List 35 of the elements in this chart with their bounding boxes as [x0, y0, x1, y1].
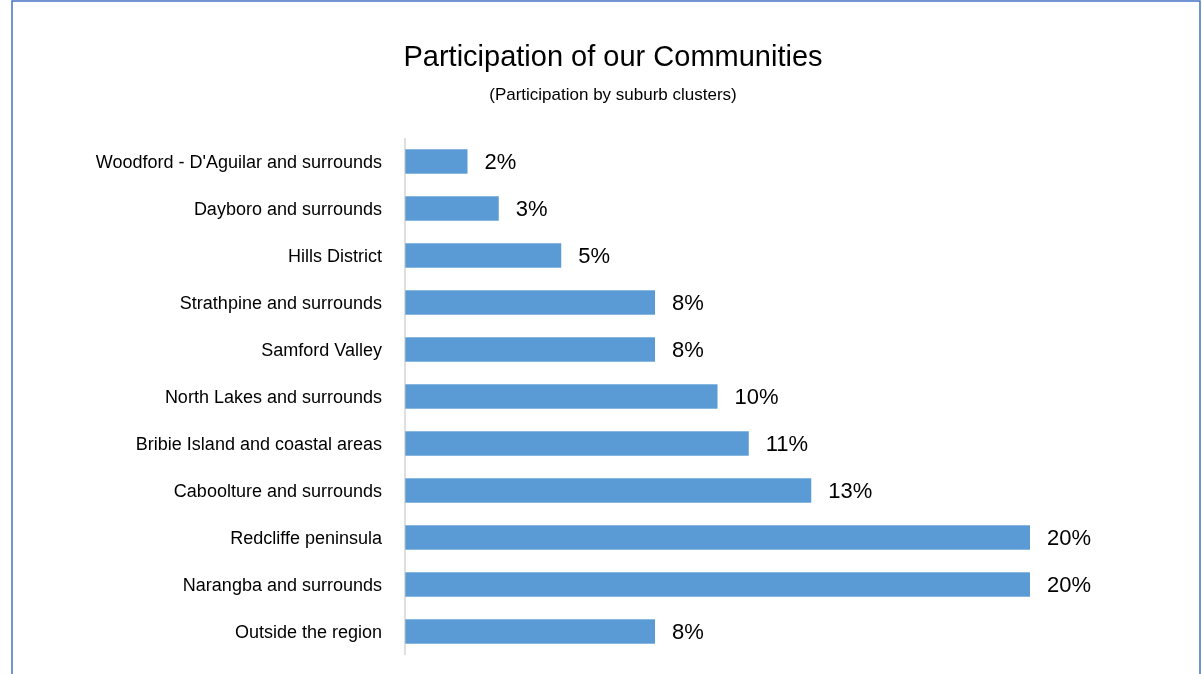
chart-subtitle: (Participation by suburb clusters): [489, 85, 737, 104]
y-tick-label: Dayboro and surrounds: [193, 198, 382, 219]
data-label: 13%: [828, 478, 873, 503]
data-label: 11%: [765, 431, 809, 456]
bar: [405, 149, 468, 174]
bar: [405, 619, 655, 644]
bar: [405, 337, 655, 362]
data-label: 8%: [672, 337, 704, 362]
bar: [405, 196, 499, 221]
data-label: 20%: [1047, 572, 1092, 597]
data-label: 10%: [734, 384, 779, 409]
y-tick-label: Woodford - D'Aguilar and surrounds: [95, 151, 382, 172]
y-tick-label: Hills District: [288, 245, 382, 266]
bar: [405, 478, 812, 503]
y-tick-label: Strathpine and surrounds: [179, 292, 382, 313]
bar: [405, 572, 1030, 597]
y-tick-label: Samford Valley: [261, 339, 382, 360]
data-label: 5%: [578, 243, 611, 268]
y-tick-label: Redcliffe peninsula: [230, 527, 383, 548]
bar: [405, 243, 562, 268]
data-label: 2%: [484, 149, 517, 174]
y-tick-label: Outside the region: [234, 621, 382, 642]
bar: [405, 525, 1030, 550]
bar: [405, 384, 718, 409]
data-label: 8%: [672, 290, 704, 315]
y-tick-label: North Lakes and surrounds: [164, 386, 382, 407]
bar: [405, 290, 655, 315]
data-label: 3%: [515, 196, 548, 221]
y-tick-label: Bribie Island and coastal areas: [135, 433, 382, 454]
chart-title: Participation of our Communities: [403, 40, 823, 72]
y-tick-label: Narangba and surrounds: [182, 574, 382, 595]
data-label: 20%: [1047, 525, 1092, 550]
bar: [405, 431, 749, 456]
data-label: 8%: [672, 619, 704, 644]
y-tick-label: Caboolture and surrounds: [173, 480, 382, 501]
